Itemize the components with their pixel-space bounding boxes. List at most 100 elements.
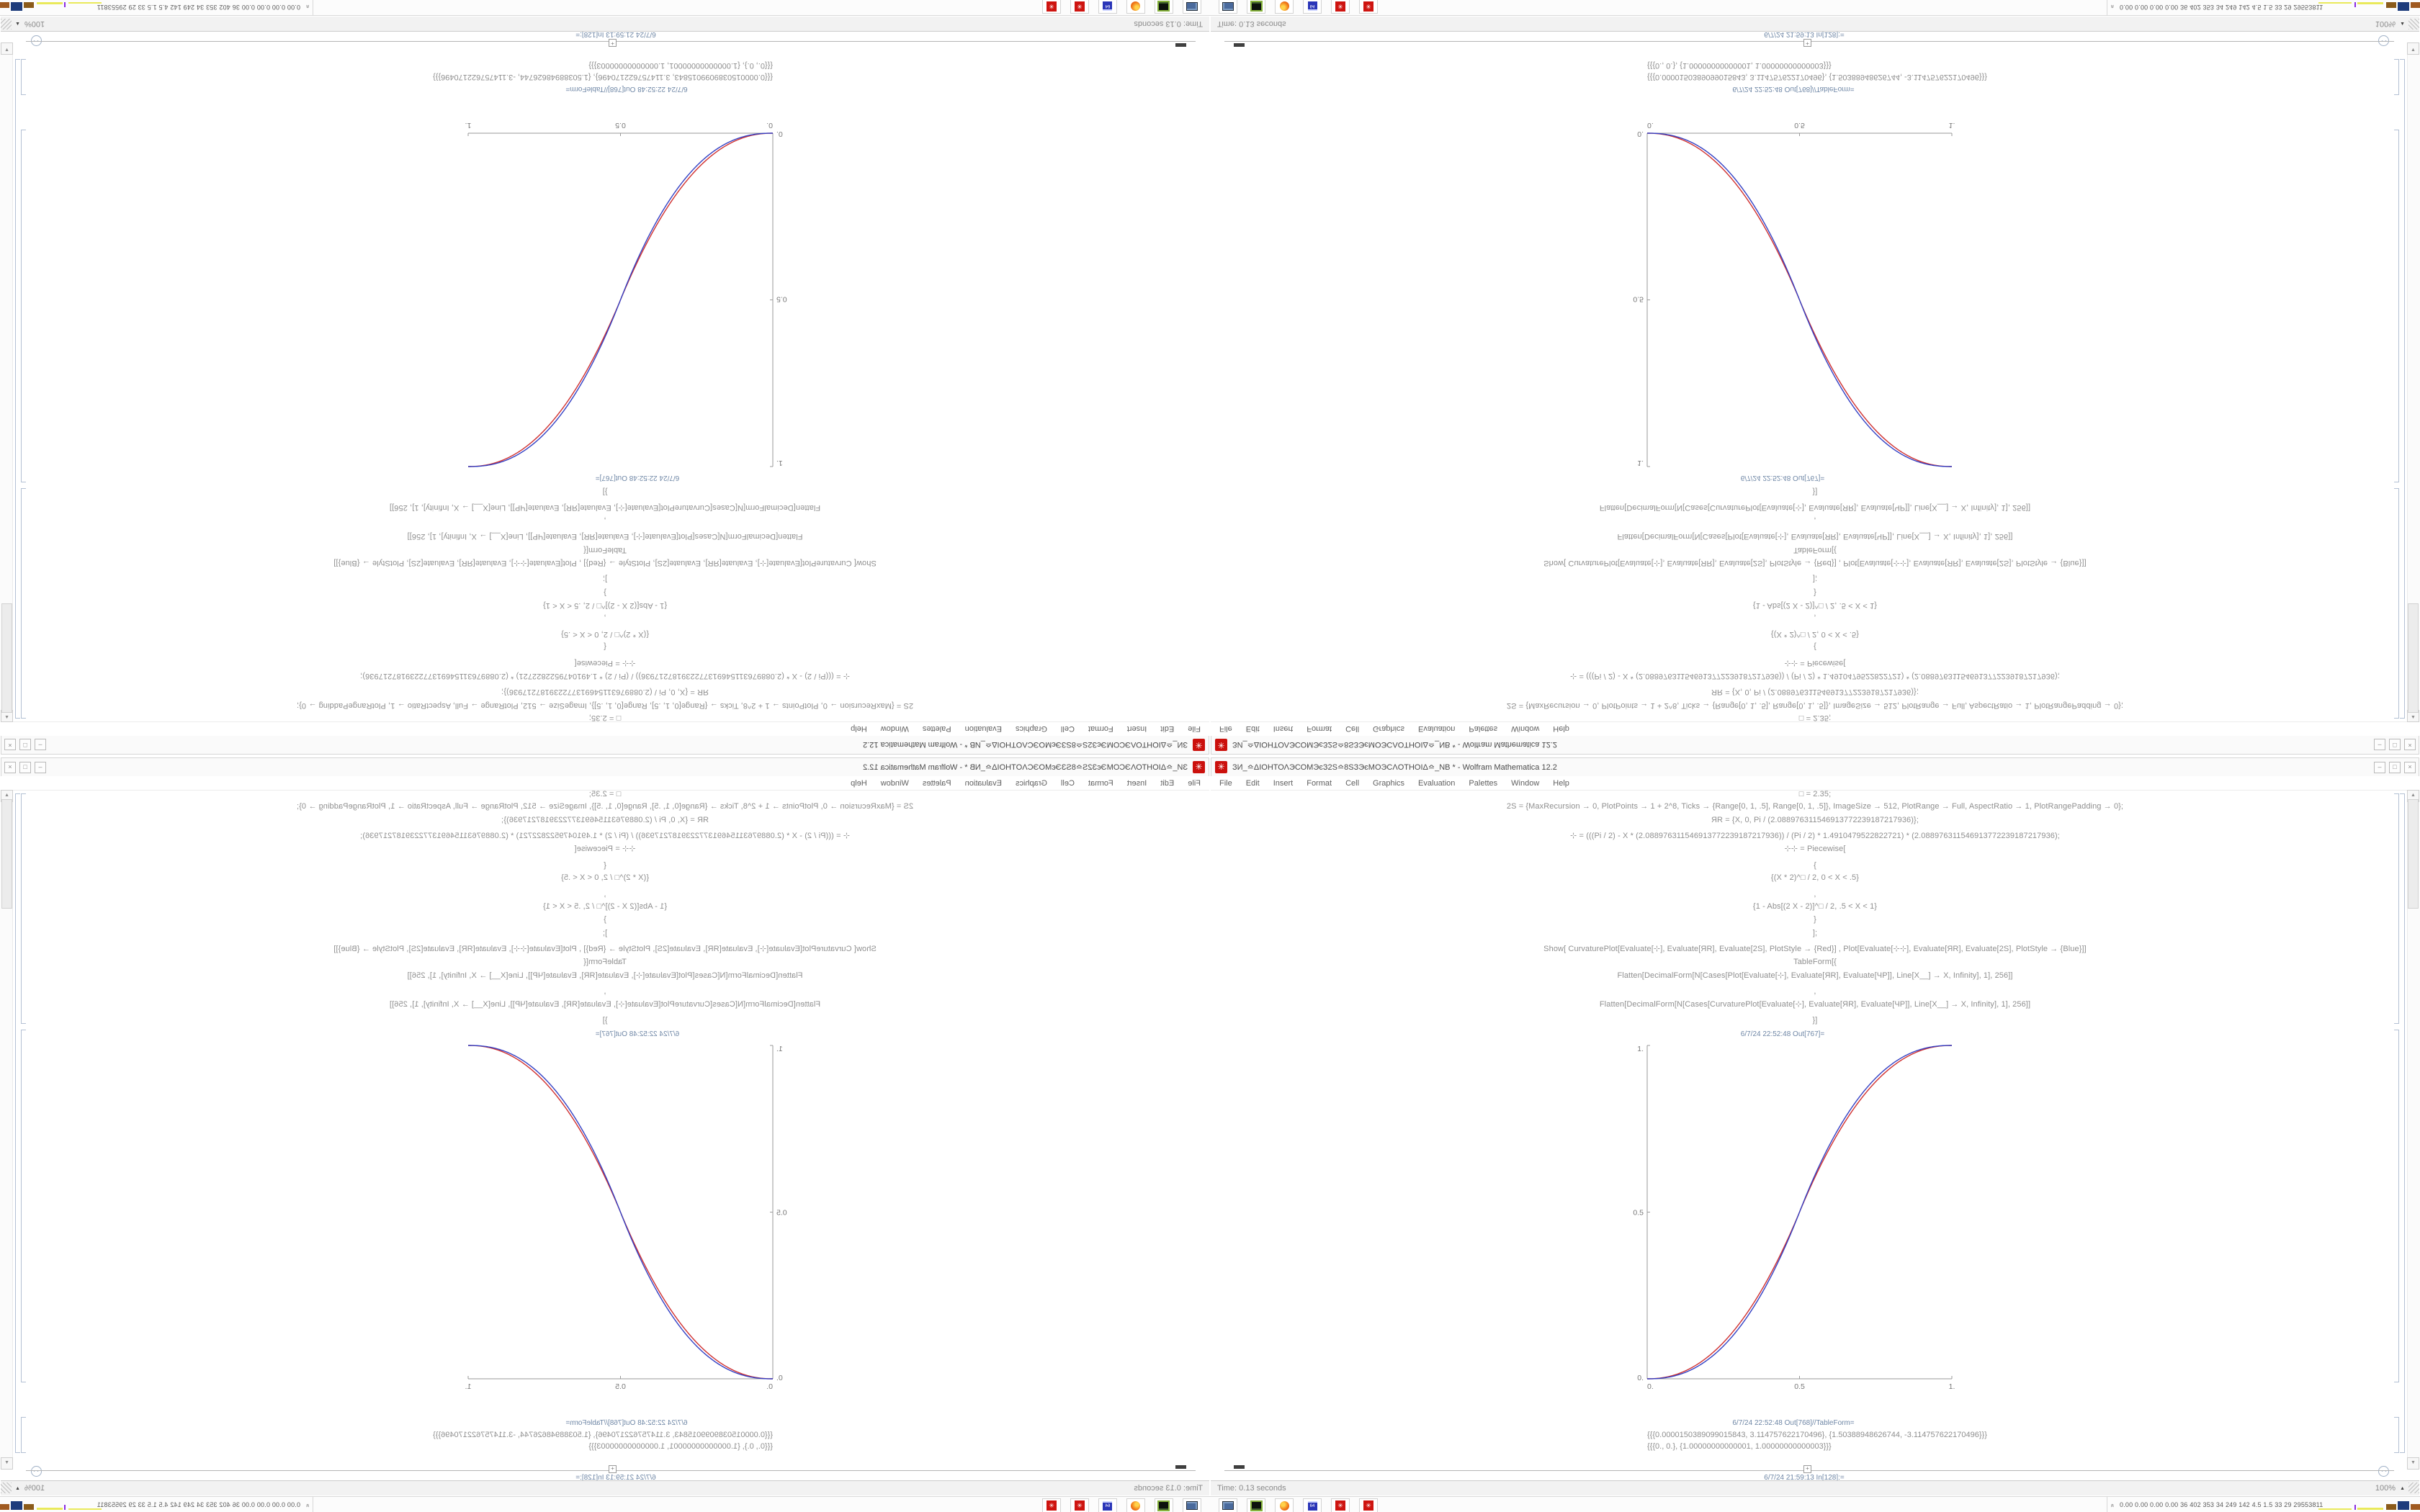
menu-palettes[interactable]: Palettes — [922, 724, 951, 734]
menu-window[interactable]: Window — [880, 724, 909, 734]
code-line[interactable]: ⊹⊹ = Piecewise[ — [1784, 845, 1846, 853]
menu-insert[interactable]: Insert — [1273, 724, 1294, 734]
launcher-firefox-icon[interactable] — [1126, 1498, 1145, 1512]
code-line[interactable]: , — [1814, 987, 1816, 996]
code-line[interactable]: {(X * 2)^□ / 2, 0 < X < .5} — [1770, 630, 1860, 639]
scroll-down-icon[interactable]: ▼ — [2407, 42, 2419, 55]
menu-edit[interactable]: Edit — [1160, 778, 1175, 788]
code-line[interactable]: } — [1814, 588, 1816, 597]
menu-file[interactable]: File — [1219, 778, 1232, 788]
tray-expand-icon[interactable]: « — [303, 1503, 311, 1506]
code-line[interactable]: Flatten[DecimalForm[N[Cases[CurvaturePlo… — [389, 503, 821, 512]
code-line[interactable]: Show[ CurvaturePlot[Evaluate[⊹], Evaluat… — [1543, 945, 2087, 953]
cell-bracket-group[interactable] — [15, 59, 20, 719]
code-line[interactable]: □ = 2.35; — [588, 714, 622, 722]
zoom-level[interactable]: 100% — [24, 19, 45, 28]
cell-bracket-plot[interactable] — [21, 130, 26, 482]
code-line[interactable]: , — [604, 516, 606, 525]
window-resize-grip[interactable] — [2408, 1482, 2419, 1493]
launcher-floppy-64-icon[interactable]: 64 — [1098, 0, 1117, 14]
menu-help[interactable]: Help — [851, 724, 867, 734]
menu-graphics[interactable]: Graphics — [1015, 724, 1047, 734]
zoom-level[interactable]: 100% — [2375, 1484, 2396, 1493]
code-line[interactable]: TableForm[{ — [583, 546, 627, 554]
code-line[interactable]: {1 - Abs[(2 X - 2)]^□ / 2, .5 < X < 1} — [1752, 601, 1878, 610]
code-line[interactable]: ]; — [1812, 575, 1818, 583]
menu-cell[interactable]: Cell — [1345, 724, 1360, 734]
minimize-button[interactable]: – — [35, 739, 46, 751]
menu-help[interactable]: Help — [851, 778, 867, 788]
cell-bracket-input[interactable] — [21, 793, 26, 1024]
menu-evaluation[interactable]: Evaluation — [964, 778, 1002, 788]
code-line[interactable]: , — [1814, 516, 1816, 525]
menu-help[interactable]: Help — [1553, 724, 1569, 734]
code-line[interactable]: 2S = {MaxRecursion → 0, PlotPoints → 1 +… — [1506, 802, 2124, 811]
code-line[interactable]: ЯR = {X, 0, Pi / (2.08897631154691377223… — [501, 816, 709, 824]
menu-evaluation[interactable]: Evaluation — [964, 724, 1002, 734]
launcher-display-settings-icon[interactable] — [1183, 0, 1201, 14]
window-resize-grip[interactable] — [1, 19, 12, 30]
window-titlebar[interactable]: ✳ ЗИ_≏ΔΙΟΗΤΟΛЭСОМЭєЗ2S≏8SЗЭєМОЭСΛОТНОΙΔ≏… — [1211, 735, 2419, 755]
cell-bracket-input[interactable] — [2394, 793, 2399, 1024]
launcher-terminal-icon[interactable] — [1247, 0, 1265, 14]
code-line[interactable]: , — [604, 613, 606, 622]
menu-evaluation[interactable]: Evaluation — [1418, 778, 1456, 788]
code-line[interactable]: Flatten[DecimalForm[N[Cases[Plot[Evaluat… — [407, 532, 803, 541]
scrollbar-thumb[interactable] — [2408, 799, 2419, 909]
code-line[interactable]: }] — [602, 1016, 608, 1025]
horizontal-scroll-thumb[interactable] — [1234, 43, 1245, 47]
horizontal-scroll-thumb[interactable] — [1234, 1465, 1245, 1469]
launcher-mathematica-icon[interactable]: ✳ — [1070, 1498, 1089, 1512]
code-line[interactable]: , — [1814, 890, 1816, 899]
launcher-floppy-64-icon[interactable]: 64 — [1303, 1498, 1322, 1512]
code-line[interactable]: Show[ CurvaturePlot[Evaluate[⊹], Evaluat… — [333, 945, 877, 953]
zoom-menu-arrow-icon[interactable]: ▲ — [2400, 21, 2405, 27]
menu-file[interactable]: File — [1188, 778, 1201, 788]
menu-help[interactable]: Help — [1553, 778, 1569, 788]
minimize-button[interactable]: – — [2374, 739, 2385, 751]
cell-bracket-input[interactable] — [21, 488, 26, 719]
cell-bracket-plot[interactable] — [2394, 130, 2399, 482]
menu-graphics[interactable]: Graphics — [1373, 724, 1405, 734]
cell-bracket-group[interactable] — [2400, 59, 2405, 719]
vertical-scrollbar[interactable] — [2407, 790, 2420, 1469]
cell-insert-plus-icon[interactable]: + — [609, 1465, 617, 1473]
code-line[interactable]: ЯR = {X, 0, Pi / (2.08897631154691377223… — [501, 688, 709, 696]
code-line[interactable]: { — [604, 861, 606, 870]
scroll-down-icon[interactable]: ▼ — [1, 1457, 13, 1470]
cell-insert-plus-icon[interactable]: + — [1803, 39, 1811, 47]
launcher-mathematica-icon-2[interactable]: ✳ — [1042, 0, 1061, 14]
menu-window[interactable]: Window — [880, 778, 909, 788]
code-line[interactable]: { — [604, 642, 606, 651]
code-line[interactable]: {1 - Abs[(2 X - 2)]^□ / 2, .5 < X < 1} — [1752, 902, 1878, 911]
launcher-firefox-icon[interactable] — [1126, 0, 1145, 14]
code-line[interactable]: ⊹ = (((Pi / 2) - X * (2.0889763115469137… — [1570, 672, 2060, 680]
launcher-display-settings-icon[interactable] — [1219, 0, 1237, 14]
menu-palettes[interactable]: Palettes — [1469, 724, 1498, 734]
scrollbar-thumb[interactable] — [1, 799, 12, 909]
code-line[interactable]: ЯR = {X, 0, Pi / (2.08897631154691377223… — [1711, 688, 1919, 696]
launcher-firefox-icon[interactable] — [1275, 0, 1294, 14]
code-line[interactable]: ⊹⊹ = Piecewise[ — [574, 845, 636, 853]
menu-palettes[interactable]: Palettes — [922, 778, 951, 788]
code-line[interactable]: }] — [602, 487, 608, 496]
cell-group-opener-icon[interactable]: ⌄⌄ — [31, 1466, 42, 1477]
tray-expand-icon[interactable]: « — [2109, 1503, 2117, 1506]
launcher-firefox-icon[interactable] — [1275, 1498, 1294, 1512]
code-line[interactable]: Flatten[DecimalForm[N[Cases[Plot[Evaluat… — [407, 971, 803, 980]
menu-cell[interactable]: Cell — [1060, 778, 1075, 788]
launcher-mathematica-icon-2[interactable]: ✳ — [1359, 0, 1378, 14]
window-resize-grip[interactable] — [1, 1482, 12, 1493]
code-line[interactable]: } — [1814, 915, 1816, 924]
menu-cell[interactable]: Cell — [1060, 724, 1075, 734]
cell-bracket-plot[interactable] — [21, 1030, 26, 1382]
code-line[interactable]: □ = 2.35; — [1798, 714, 1832, 722]
code-line[interactable]: } — [604, 588, 606, 597]
launcher-display-settings-icon[interactable] — [1183, 1498, 1201, 1512]
code-line[interactable]: , — [604, 987, 606, 996]
cell-bracket-table[interactable] — [21, 59, 26, 95]
cell-bracket-table[interactable] — [2394, 59, 2399, 95]
code-line[interactable]: Flatten[DecimalForm[N[Cases[Plot[Evaluat… — [1617, 971, 2013, 980]
code-line[interactable]: ⊹ = (((Pi / 2) - X * (2.0889763115469137… — [1570, 832, 2060, 840]
cell-group-opener-icon[interactable]: ⌄⌄ — [2378, 1466, 2389, 1477]
